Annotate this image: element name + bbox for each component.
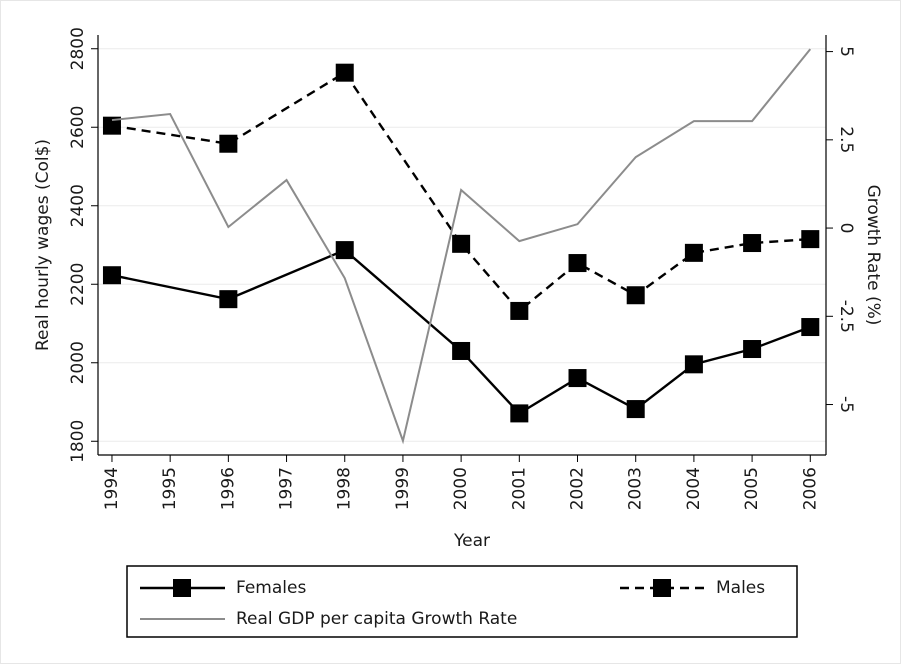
legend-label: Males xyxy=(716,578,765,598)
x-tick-label: 2001 xyxy=(509,467,529,510)
marker xyxy=(102,116,121,135)
marker xyxy=(801,318,820,337)
marker xyxy=(568,369,587,388)
marker xyxy=(626,286,645,305)
marker xyxy=(684,355,703,374)
x-tick-label: 1995 xyxy=(160,467,180,510)
y2-tick-label: 0 xyxy=(836,223,856,234)
marker xyxy=(510,404,529,423)
series-line xyxy=(111,248,811,415)
marker xyxy=(626,400,645,419)
y2-tick-label: 2.5 xyxy=(836,126,856,153)
y2-tick-label: -2.5 xyxy=(836,300,856,333)
series-line xyxy=(111,48,812,445)
y2-tick-label: -5 xyxy=(836,396,856,413)
x-axis-label: Year xyxy=(453,531,490,551)
marker xyxy=(568,254,587,273)
legend-marker xyxy=(653,579,671,597)
marker xyxy=(510,301,529,320)
marker xyxy=(801,230,820,249)
x-tick-label: 2000 xyxy=(451,467,471,510)
y-tick-label: 2800 xyxy=(68,27,88,70)
marker xyxy=(452,341,471,360)
marker xyxy=(684,243,703,262)
legend-box xyxy=(126,565,798,638)
legend-marker xyxy=(173,579,191,597)
x-tick-label: 2002 xyxy=(568,467,588,510)
x-tick-label: 1994 xyxy=(102,467,122,510)
marker xyxy=(219,134,238,153)
x-tick-label: 1998 xyxy=(335,467,355,510)
marker xyxy=(335,63,354,82)
x-tick-label: 2003 xyxy=(626,467,646,510)
y-axis-label: Real hourly wages (Col$) xyxy=(33,139,53,351)
marker xyxy=(743,340,762,359)
legend-label: Females xyxy=(236,578,306,598)
series-line xyxy=(111,71,811,313)
x-tick-label: 2006 xyxy=(800,467,820,510)
marker xyxy=(335,241,354,260)
y2-axis-label: Growth Rate (%) xyxy=(863,185,883,326)
marker xyxy=(743,234,762,253)
y-tick-label: 2000 xyxy=(68,341,88,384)
x-tick-label: 1997 xyxy=(277,467,297,510)
y-tick-label: 2400 xyxy=(68,184,88,227)
x-tick-label: 1999 xyxy=(393,467,413,510)
marker xyxy=(219,290,238,309)
x-tick-label: 1996 xyxy=(218,467,238,510)
y-tick-label: 1800 xyxy=(68,420,88,463)
marker xyxy=(102,266,121,285)
x-tick-label: 2004 xyxy=(684,467,704,510)
y2-tick-label: 5 xyxy=(836,46,856,57)
y-tick-label: 2200 xyxy=(68,263,88,306)
legend-label: Real GDP per capita Growth Rate xyxy=(236,609,517,629)
x-tick-label: 2005 xyxy=(742,467,762,510)
marker xyxy=(452,234,471,253)
y-tick-label: 2600 xyxy=(68,106,88,149)
